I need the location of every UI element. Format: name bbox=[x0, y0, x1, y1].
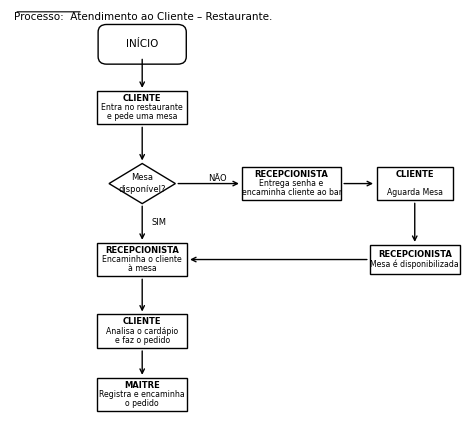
Bar bbox=[97, 91, 187, 124]
Text: o pedido: o pedido bbox=[126, 399, 159, 408]
Bar bbox=[97, 243, 187, 276]
Text: Encaminha o cliente: Encaminha o cliente bbox=[102, 255, 182, 264]
Text: Aguarda Mesa: Aguarda Mesa bbox=[387, 188, 443, 197]
Polygon shape bbox=[109, 164, 175, 204]
Text: Analisa o cardápio: Analisa o cardápio bbox=[106, 327, 178, 336]
Text: e faz o pedido: e faz o pedido bbox=[115, 336, 170, 345]
Text: SIM: SIM bbox=[152, 218, 167, 227]
Bar bbox=[97, 314, 187, 348]
Text: e pede uma mesa: e pede uma mesa bbox=[107, 112, 177, 122]
Text: Entrega senha e: Entrega senha e bbox=[259, 179, 324, 188]
Text: Processo:  Atendimento ao Cliente – Restaurante.: Processo: Atendimento ao Cliente – Resta… bbox=[14, 12, 273, 22]
Text: Entra no restaurante: Entra no restaurante bbox=[101, 103, 183, 112]
Text: NÃO: NÃO bbox=[209, 173, 227, 183]
Text: Mesa
disponível?: Mesa disponível? bbox=[118, 173, 166, 194]
FancyBboxPatch shape bbox=[98, 24, 186, 64]
Text: à mesa: à mesa bbox=[128, 264, 156, 273]
Text: RECEPCIONISTA: RECEPCIONISTA bbox=[255, 170, 328, 179]
Bar bbox=[242, 167, 341, 200]
Text: RECEPCIONISTA: RECEPCIONISTA bbox=[105, 246, 179, 255]
Text: CLIENTE: CLIENTE bbox=[123, 94, 162, 103]
Bar bbox=[370, 245, 460, 274]
Text: RECEPCIONISTA: RECEPCIONISTA bbox=[378, 250, 452, 260]
Text: Mesa é disponibilizada: Mesa é disponibilizada bbox=[370, 260, 459, 269]
Bar bbox=[377, 167, 453, 200]
Text: CLIENTE: CLIENTE bbox=[123, 317, 162, 327]
Text: CLIENTE: CLIENTE bbox=[395, 170, 434, 179]
Text: Registra e encaminha: Registra e encaminha bbox=[100, 390, 185, 399]
Bar bbox=[97, 378, 187, 411]
Text: INÍCIO: INÍCIO bbox=[126, 39, 158, 49]
Text: encaminha cliente ao bar: encaminha cliente ao bar bbox=[242, 188, 341, 197]
Text: MAITRE: MAITRE bbox=[124, 381, 160, 390]
